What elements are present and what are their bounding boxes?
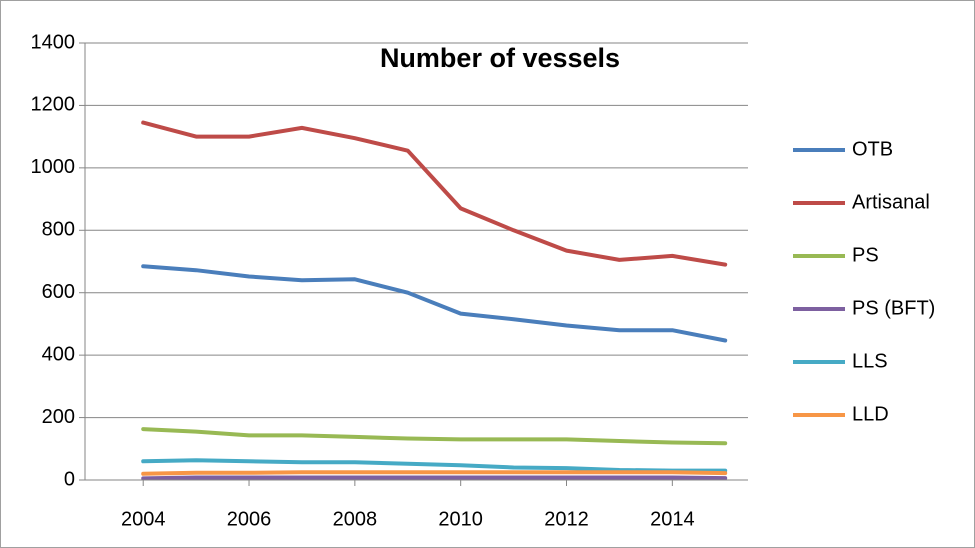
y-tick-label: 600 (42, 281, 75, 303)
series-line (141, 458, 728, 473)
legend-label: LLS (852, 350, 888, 372)
x-tick-label: 2014 (650, 508, 695, 530)
legend-label: PS (852, 244, 879, 266)
legend-label: PS (BFT) (852, 297, 935, 319)
series-line (141, 264, 728, 343)
x-tick-label: 2008 (333, 508, 378, 530)
y-tick-label: 1000 (31, 156, 76, 178)
y-tick-label: 200 (42, 406, 75, 428)
y-tick-label: 1400 (31, 31, 76, 53)
series-line (141, 120, 728, 267)
legend-label: LLD (852, 403, 889, 425)
x-tick-label: 2012 (544, 508, 589, 530)
y-tick-label: 1200 (31, 94, 76, 116)
series-line (141, 427, 728, 446)
x-tick-label: 2010 (438, 508, 483, 530)
x-tick-label: 2004 (121, 508, 166, 530)
series-line (141, 470, 728, 476)
series-line (141, 475, 728, 481)
y-tick-label: 400 (42, 343, 75, 365)
y-tick-label: 800 (42, 219, 75, 241)
chart-title: Number of vessels (380, 43, 620, 73)
legend-label: Artisanal (852, 191, 930, 213)
x-tick-label: 2006 (227, 508, 272, 530)
legend-label: OTB (852, 138, 893, 160)
y-tick-label: 0 (64, 468, 75, 490)
